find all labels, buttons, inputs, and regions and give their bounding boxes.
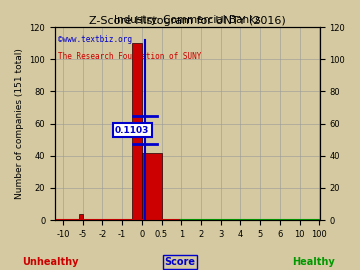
Text: 0.1103: 0.1103 (115, 126, 149, 134)
Text: The Research Foundation of SUNY: The Research Foundation of SUNY (58, 52, 201, 61)
Title: Z-Score Histogram for UNTY (2016): Z-Score Histogram for UNTY (2016) (89, 16, 285, 26)
Text: ©www.textbiz.org: ©www.textbiz.org (58, 35, 132, 44)
Bar (79, 214, 83, 220)
Text: Industry: Commercial Banks: Industry: Commercial Banks (114, 15, 261, 25)
Bar (142, 153, 162, 220)
Text: Score: Score (165, 257, 195, 267)
Bar (132, 43, 142, 220)
Text: Unhealthy: Unhealthy (22, 257, 78, 267)
Text: Healthy: Healthy (292, 257, 334, 267)
Y-axis label: Number of companies (151 total): Number of companies (151 total) (15, 48, 24, 199)
